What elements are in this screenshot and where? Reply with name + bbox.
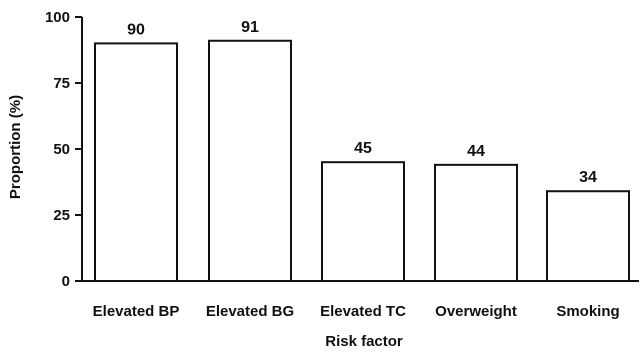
y-tick-label: 100: [45, 9, 70, 26]
bars-group: [94, 39, 630, 283]
data-label: 45: [354, 140, 372, 157]
bar: [546, 190, 630, 283]
data-labels-group: 90 91 45 44 34: [127, 19, 597, 186]
category-label: Elevated TC: [320, 303, 406, 320]
bar: [434, 163, 518, 282]
data-label: 91: [241, 19, 259, 36]
category-label: Elevated BP: [93, 303, 180, 320]
bar: [321, 161, 405, 282]
category-label: Overweight: [435, 303, 517, 320]
y-tick-label: 50: [53, 141, 70, 158]
y-axis-title: Proportion (%): [7, 95, 24, 199]
y-tick-label: 0: [62, 273, 70, 290]
data-label: 34: [579, 169, 597, 186]
category-label: Elevated BG: [206, 303, 294, 320]
y-tick-label: 75: [53, 75, 70, 92]
y-tick-label: 25: [53, 207, 70, 224]
data-label: 90: [127, 21, 145, 38]
category-label: Smoking: [556, 303, 619, 320]
data-label: 44: [467, 143, 485, 160]
bar: [94, 42, 178, 283]
category-labels-group: Elevated BP Elevated BG Elevated TC Overwei…: [93, 303, 620, 320]
bar: [208, 39, 292, 283]
y-axis: 0 25 50 75 100: [45, 9, 83, 290]
x-axis-title: Risk factor: [325, 333, 403, 350]
